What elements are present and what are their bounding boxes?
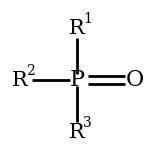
Text: O: O — [126, 69, 144, 91]
Text: 1: 1 — [83, 12, 92, 26]
Text: 2: 2 — [27, 64, 35, 78]
Text: R: R — [69, 123, 85, 141]
Text: R: R — [69, 19, 85, 37]
Text: P: P — [69, 69, 84, 91]
Text: 3: 3 — [83, 116, 92, 130]
Text: R: R — [12, 71, 28, 89]
